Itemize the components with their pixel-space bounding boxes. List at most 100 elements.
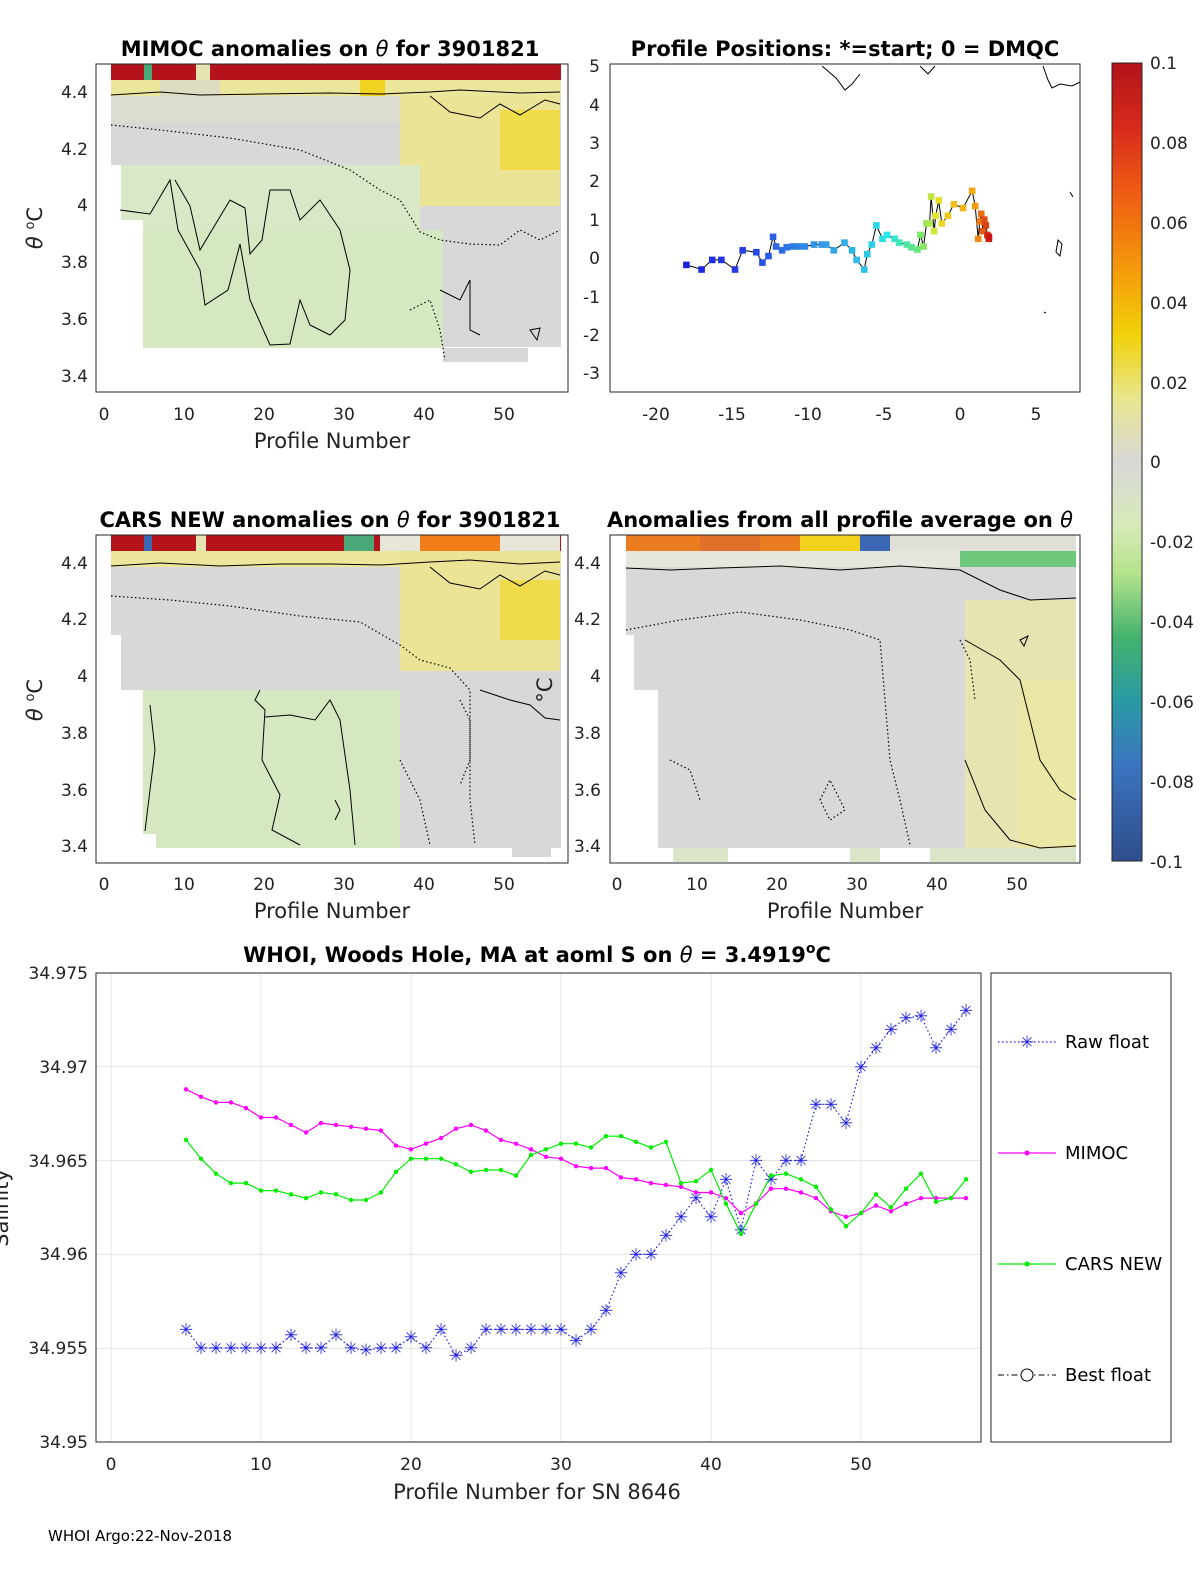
data-point <box>303 1130 309 1135</box>
x-ticks: 0 10 20 30 40 50 <box>106 1455 872 1475</box>
data-point <box>273 1188 279 1193</box>
data-point: ✳ <box>689 1189 703 1209</box>
data-point <box>903 1201 909 1206</box>
svg-text:3.6: 3.6 <box>61 310 88 330</box>
data-point <box>363 1126 369 1131</box>
track-point <box>718 256 725 264</box>
data-point <box>513 1173 519 1178</box>
data-point <box>438 1156 444 1161</box>
data-point <box>648 1180 654 1186</box>
svg-text:30: 30 <box>333 875 355 895</box>
coastlines <box>821 65 1081 314</box>
data-point <box>708 1167 714 1173</box>
track-point <box>917 231 924 239</box>
track-point <box>891 235 898 243</box>
y-ticks: 3.4 3.6 3.8 4 4.2 4.4 <box>574 554 601 857</box>
data-point: ✳ <box>794 1152 808 1172</box>
svg-text:-1: -1 <box>583 288 600 308</box>
track-point <box>968 187 976 195</box>
svg-text:0.1: 0.1 <box>1150 54 1177 74</box>
data-point: ✳ <box>209 1339 223 1359</box>
data-point: ✳ <box>614 1264 628 1284</box>
data-point <box>348 1124 354 1130</box>
data-point <box>618 1175 624 1180</box>
colorbar: 0.1 0.08 0.06 0.04 0.02 0 -0.02 -0.04 -0… <box>1111 54 1194 873</box>
data-point: ✳ <box>719 1170 733 1190</box>
track-point <box>971 202 979 210</box>
svg-text:3.4: 3.4 <box>61 367 88 387</box>
data-point <box>228 1180 234 1186</box>
data-point: ✳ <box>599 1302 613 1322</box>
svg-text:0: 0 <box>589 249 600 269</box>
svg-text:3.6: 3.6 <box>574 781 601 801</box>
svg-text:20: 20 <box>766 875 788 895</box>
track-point <box>848 247 856 254</box>
track-point <box>959 204 967 212</box>
svg-text:34.955: 34.955 <box>29 1339 88 1359</box>
data-point: ✳ <box>539 1320 553 1340</box>
track-point <box>974 235 982 243</box>
data-point: ✳ <box>449 1347 463 1367</box>
track-point <box>935 197 943 204</box>
data-point <box>843 1224 849 1229</box>
plot-frame <box>95 534 569 864</box>
track-point <box>772 243 780 250</box>
data-point <box>558 1156 564 1161</box>
svg-text:-0.06: -0.06 <box>1150 693 1194 713</box>
data-point <box>618 1134 624 1139</box>
track-point <box>903 241 911 248</box>
colorbar-ticks: 0.1 0.08 0.06 0.04 0.02 0 -0.02 -0.04 -0… <box>1150 54 1194 873</box>
colorbar-scale <box>1112 63 1142 861</box>
data-point: ✳ <box>299 1339 313 1359</box>
svg-text:4: 4 <box>590 667 601 687</box>
data-point <box>213 1171 219 1176</box>
data-point <box>918 1195 924 1201</box>
track-point <box>830 247 838 254</box>
plot-frame <box>95 63 569 393</box>
track-point <box>801 243 809 250</box>
data-point <box>963 1195 969 1201</box>
data-point: ✳ <box>524 1320 538 1340</box>
data-point <box>708 1190 714 1195</box>
data-point: ✳ <box>629 1245 643 1265</box>
data-point <box>273 1115 279 1120</box>
track-point <box>895 239 903 246</box>
data-point <box>723 1201 729 1206</box>
data-point: ✳ <box>854 1058 868 1078</box>
data-point: ✳ <box>899 1009 913 1029</box>
svg-text:0.04: 0.04 <box>1150 294 1188 314</box>
data-point <box>198 1156 204 1161</box>
track-point <box>944 212 952 220</box>
data-point <box>573 1141 579 1146</box>
svg-text:4.2: 4.2 <box>574 610 601 630</box>
data-point <box>918 1171 924 1176</box>
svg-text:4.4: 4.4 <box>61 83 88 103</box>
heatmap-field <box>111 535 563 862</box>
data-point: ✳ <box>419 1339 433 1359</box>
panel-title: Profile Positions: *=start; 0 = DMQC <box>631 37 1060 61</box>
data-point <box>858 1210 864 1216</box>
svg-text:34.95: 34.95 <box>39 1433 88 1453</box>
data-point <box>333 1122 339 1128</box>
svg-text:Raw float: Raw float <box>1065 1032 1149 1053</box>
track-point <box>930 227 938 235</box>
track-point <box>683 261 690 269</box>
x-ticks: 0 10 20 30 40 50 <box>99 405 515 425</box>
data-point <box>258 1188 264 1193</box>
panel-anomalies-average: Anomalies from all profile average on θ <box>533 508 1081 923</box>
track-point <box>920 243 927 250</box>
data-point: ✳ <box>659 1227 673 1247</box>
data-point: ✳ <box>569 1332 583 1352</box>
data-point <box>288 1122 294 1128</box>
data-point <box>828 1207 834 1212</box>
svg-text:40: 40 <box>700 1455 722 1475</box>
track-point <box>818 241 825 248</box>
data-point: ✳ <box>434 1320 448 1340</box>
svg-text:4: 4 <box>77 196 88 216</box>
panel-title: CARS NEW anomalies on θ for 3901821 <box>99 508 560 532</box>
data-point <box>873 1203 879 1208</box>
svg-text:5: 5 <box>589 57 600 77</box>
track-point <box>883 231 891 239</box>
svg-text:30: 30 <box>550 1455 572 1475</box>
contours <box>625 565 1077 849</box>
